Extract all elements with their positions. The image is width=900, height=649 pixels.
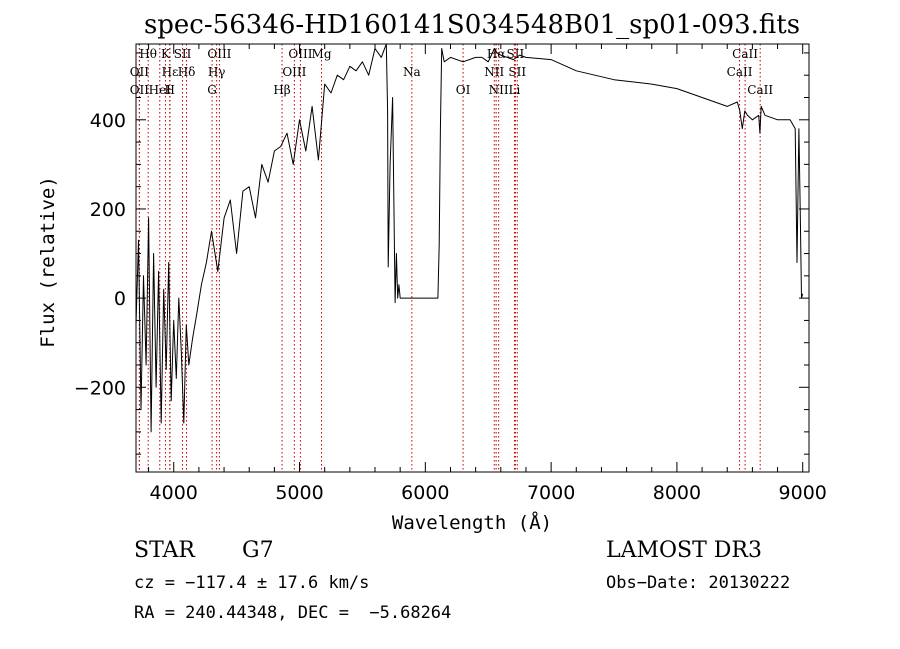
line-marker-label: HeI <box>149 83 172 97</box>
line-marker-label: NII <box>484 65 504 79</box>
plot-frame <box>135 43 810 473</box>
y-tick-label: 400 <box>90 110 126 132</box>
line-marker-label: Li <box>508 83 520 97</box>
line-marker-label: SII <box>508 65 526 79</box>
line-marker-label: Hδ <box>178 65 196 79</box>
line-marker-label: Mg <box>312 47 332 61</box>
line-marker-label: OII <box>130 83 150 97</box>
x-tick-label: 5000 <box>275 482 323 504</box>
observation-date: Obs−Date: 20130222 <box>606 573 791 593</box>
line-marker-label: OI <box>456 83 471 97</box>
line-marker-label: SII <box>174 47 192 61</box>
line-marker-label: OIII <box>288 47 312 61</box>
chart-title: spec-56346-HD160141S034548B01_sp01-093.f… <box>144 10 800 40</box>
line-marker-label: CaII <box>732 47 758 61</box>
y-axis-label: Flux (relative) <box>37 176 59 348</box>
line-marker-label: Hβ <box>273 83 290 97</box>
survey-name: LAMOST DR3 <box>606 538 762 563</box>
axes: 4000 5000 6000 7000 8000 9000 −200 0 200 400 <box>74 43 827 504</box>
line-markers: HθOIIOIIKHδHeISIIHεHOIIIHγGOIIIOIIIHβMgN… <box>130 44 773 472</box>
object-class: STAR <box>134 538 195 563</box>
x-tick-label: 4000 <box>150 482 198 504</box>
line-marker-label: SII <box>507 47 525 61</box>
line-marker-label: G <box>207 83 217 97</box>
line-marker-label: OIII <box>282 65 306 79</box>
x-tick-label: 8000 <box>653 482 701 504</box>
redshift-velocity: cz = −117.4 ± 17.6 km/s <box>134 573 370 593</box>
series-line <box>135 43 804 433</box>
line-marker-label: OIII <box>207 47 231 61</box>
line-marker-label: Hα <box>487 47 506 61</box>
line-marker-label: Na <box>403 65 421 79</box>
subclass: G7 <box>242 538 274 563</box>
line-marker-label: CaII <box>747 83 773 97</box>
line-marker-label: H <box>164 83 174 97</box>
spectrum-series <box>135 43 804 433</box>
x-tick-label: 6000 <box>401 482 449 504</box>
x-tick-label: 7000 <box>527 482 575 504</box>
y-tick-label: 0 <box>114 288 126 310</box>
x-axis-label: Wavelength (Å) <box>392 511 552 534</box>
line-marker-label: Hθ <box>139 47 157 61</box>
line-marker-label: Hγ <box>208 65 226 79</box>
line-marker-label: K <box>161 47 171 61</box>
x-tick-label: 9000 <box>779 482 827 504</box>
line-marker-label: CaII <box>727 65 753 79</box>
line-marker-label: NII <box>489 83 509 97</box>
y-tick-label: 200 <box>90 199 126 221</box>
y-tick-label: −200 <box>74 377 126 399</box>
sky-coordinates: RA = 240.44348, DEC = −5.68264 <box>134 603 452 623</box>
